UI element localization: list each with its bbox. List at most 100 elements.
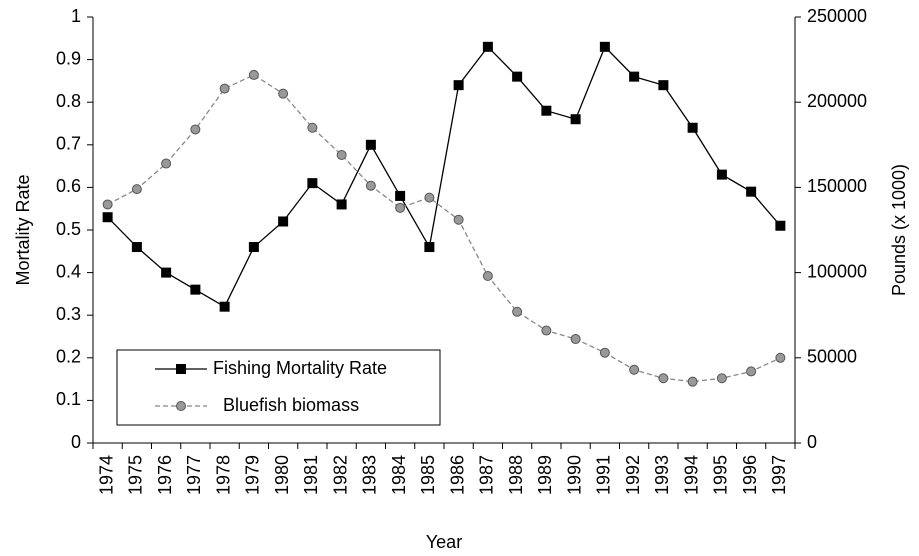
series-line — [107, 74, 781, 383]
x-tick-label: 1995 — [711, 455, 731, 495]
y2-tick-label: 250000 — [807, 6, 867, 26]
circle-marker — [746, 366, 757, 377]
y2-tick-label: 200000 — [807, 91, 867, 111]
circle-marker — [278, 88, 289, 99]
circle-marker — [453, 214, 464, 225]
square-marker — [395, 190, 406, 201]
legend-marker — [176, 401, 186, 411]
y-tick-label: 0 — [71, 432, 81, 452]
y-tick-label: 0.9 — [56, 48, 81, 68]
y-tick-label: 0.5 — [56, 219, 81, 239]
square-marker — [278, 216, 289, 227]
y-tick-label: 0.2 — [56, 347, 81, 367]
square-marker — [161, 267, 172, 278]
circle-marker — [395, 202, 406, 213]
x-tick-label: 1996 — [740, 455, 760, 495]
circle-marker — [190, 124, 201, 135]
circle-marker — [775, 352, 786, 363]
x-tick-label: 1986 — [447, 455, 467, 495]
y-tick-label: 0.6 — [56, 176, 81, 196]
y2-tick-label: 0 — [807, 432, 817, 452]
square-marker — [716, 169, 727, 180]
x-tick-label: 1974 — [96, 455, 116, 495]
square-marker — [482, 41, 493, 52]
circle-marker — [541, 325, 552, 336]
circle-marker — [599, 347, 610, 358]
x-tick-label: 1997 — [769, 455, 789, 495]
square-marker — [570, 114, 581, 125]
square-marker — [687, 122, 698, 133]
circle-marker — [629, 364, 640, 375]
square-marker — [102, 212, 113, 223]
x-tick-label: 1976 — [155, 455, 175, 495]
y2-tick-label: 50000 — [807, 347, 857, 367]
y-tick-label: 0.8 — [56, 91, 81, 111]
y2-axis-label: Pounds (x 1000) — [889, 164, 909, 296]
circle-marker — [716, 373, 727, 384]
circle-marker — [512, 306, 523, 317]
square-marker — [424, 242, 435, 253]
x-tick-label: 1981 — [301, 455, 321, 495]
square-marker — [453, 80, 464, 91]
circle-marker — [248, 69, 259, 80]
square-marker — [629, 71, 640, 82]
x-tick-label: 1979 — [243, 455, 263, 495]
x-tick-label: 1977 — [184, 455, 204, 495]
x-tick-label: 1983 — [360, 455, 380, 495]
y-tick-label: 1 — [71, 6, 81, 26]
x-tick-label: 1984 — [389, 455, 409, 495]
circle-marker — [102, 199, 113, 210]
x-tick-label: 1987 — [477, 455, 497, 495]
x-tick-label: 1989 — [535, 455, 555, 495]
square-marker — [658, 80, 669, 91]
circle-marker — [336, 150, 347, 161]
square-marker — [512, 71, 523, 82]
y-tick-label: 0.4 — [56, 261, 81, 281]
x-tick-label: 1982 — [330, 455, 350, 495]
square-marker — [541, 105, 552, 116]
y-axis-label: Mortality Rate — [13, 174, 33, 285]
legend-marker — [176, 364, 186, 374]
square-marker — [365, 139, 376, 150]
y-tick-label: 0.3 — [56, 304, 81, 324]
x-tick-label: 1978 — [213, 455, 233, 495]
y2-tick-label: 150000 — [807, 176, 867, 196]
x-tick-label: 1993 — [652, 455, 672, 495]
circle-marker — [482, 271, 493, 282]
y-tick-label: 0.7 — [56, 134, 81, 154]
circle-marker — [131, 184, 142, 195]
y2-tick-label: 100000 — [807, 261, 867, 281]
x-tick-label: 1988 — [506, 455, 526, 495]
x-tick-label: 1994 — [681, 455, 701, 495]
square-marker — [336, 199, 347, 210]
circle-marker — [307, 122, 318, 133]
legend-label: Bluefish biomass — [223, 395, 359, 415]
circle-marker — [219, 83, 230, 94]
square-marker — [219, 301, 230, 312]
legend-label: Fishing Mortality Rate — [213, 358, 387, 378]
x-tick-label: 1975 — [126, 455, 146, 495]
legend-box — [116, 349, 441, 426]
x-tick-label: 1980 — [272, 455, 292, 495]
x-tick-label: 1985 — [418, 455, 438, 495]
square-marker — [599, 41, 610, 52]
circle-marker — [424, 192, 435, 203]
circle-marker — [161, 158, 172, 169]
circle-marker — [570, 334, 581, 345]
circle-marker — [365, 180, 376, 191]
series-line — [107, 45, 781, 308]
x-tick-label: 1992 — [623, 455, 643, 495]
square-marker — [775, 220, 786, 231]
square-marker — [248, 242, 259, 253]
x-axis-label: Year — [426, 532, 462, 552]
square-marker — [190, 284, 201, 295]
y-tick-label: 0.1 — [56, 389, 81, 409]
circle-marker — [658, 373, 669, 384]
x-tick-label: 1990 — [564, 455, 584, 495]
square-marker — [746, 186, 757, 197]
square-marker — [131, 242, 142, 253]
circle-marker — [687, 376, 698, 387]
x-tick-label: 1991 — [594, 455, 614, 495]
square-marker — [307, 178, 318, 189]
